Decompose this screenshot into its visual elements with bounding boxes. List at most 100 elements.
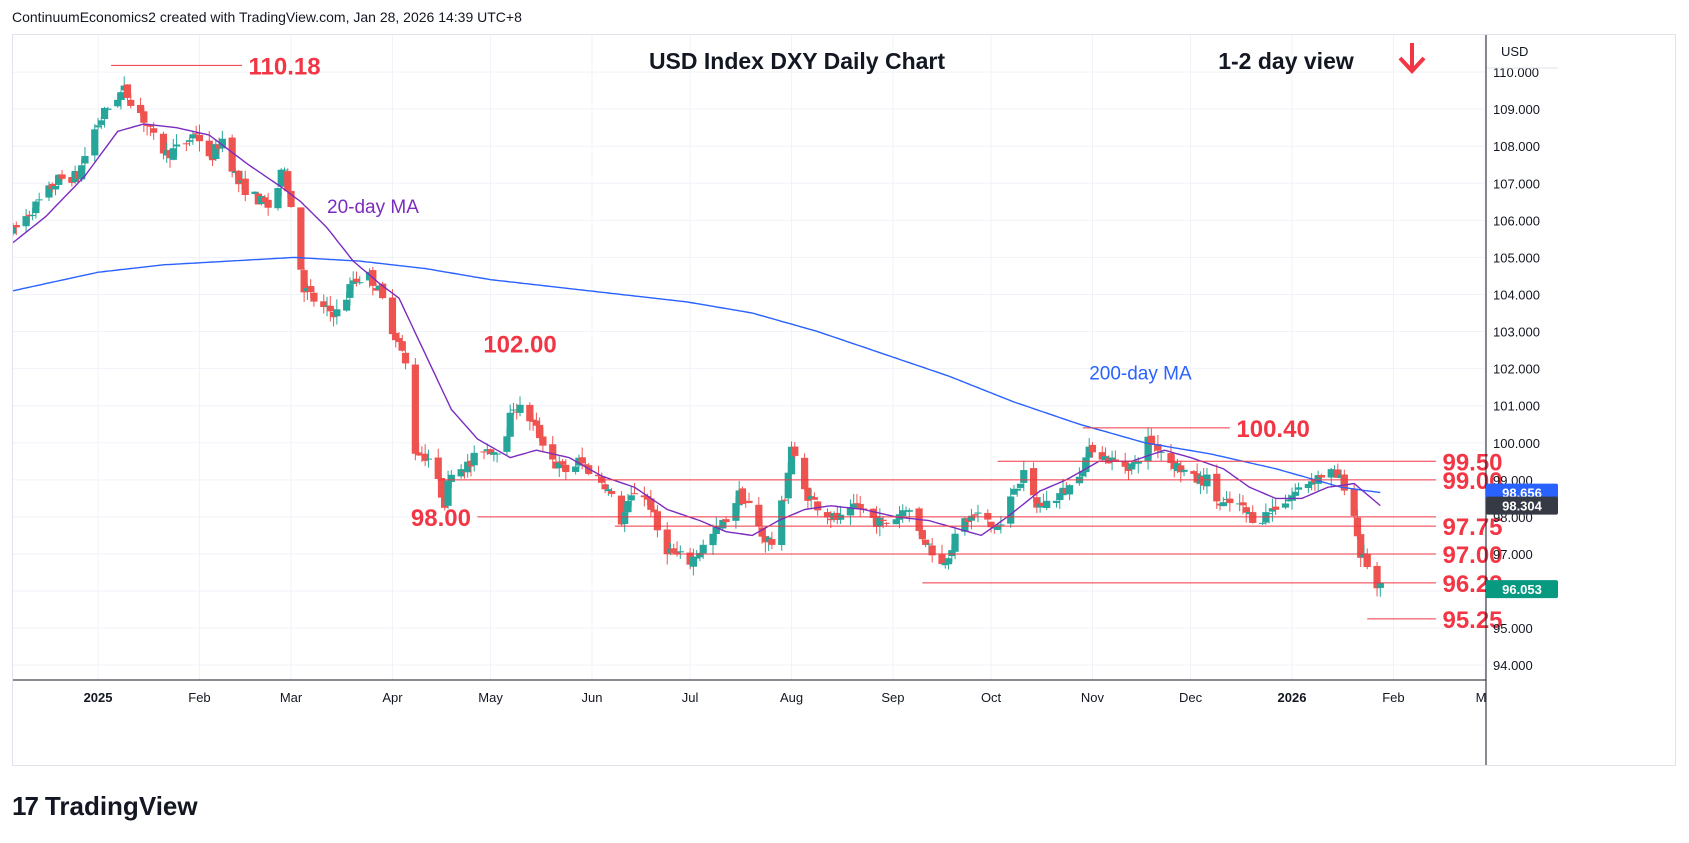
candle-body [1154,444,1162,451]
candle-body [13,226,17,234]
candle-body [343,299,351,311]
level-label: 98.00 [411,505,471,532]
candle-body [490,452,498,455]
candle-body [549,444,557,460]
y-tick-label: 110.000 [1493,65,1539,80]
candle-body [352,278,361,282]
candle-body [578,457,586,464]
candle-body [1239,502,1247,506]
candle-body [411,364,419,454]
candle-body [604,489,612,492]
candle-body [536,424,544,439]
candle-body [997,524,1005,526]
candle-body [326,305,334,312]
candle-body [768,539,776,545]
candle-body [58,174,66,179]
candle-body [1013,488,1021,491]
tradingview-logo[interactable]: 17 TradingView [12,788,198,824]
candle-body [653,511,662,531]
x-tick-label: Feb [1382,690,1404,705]
candle-body [755,504,763,527]
candle-body [169,148,177,160]
candle-body [94,125,102,128]
candle-body [784,472,792,499]
tradingview-mark-icon: 17 [12,790,39,821]
x-tick-label: M [1476,690,1487,705]
chart-titles: USD Index DXY Daily Chart 1-2 day view [649,43,1426,74]
candle-body [1363,553,1371,568]
candle-body [437,478,446,498]
candle-body [922,539,930,545]
candle-body [146,125,154,127]
candle-body [630,493,639,495]
candle-body [738,488,747,504]
candle-body [140,111,148,123]
candle-body [539,436,547,446]
candle-body [143,124,151,126]
candle-body [944,558,953,565]
candle-body [994,525,1002,530]
y-tick-label: 95.000 [1493,621,1533,636]
candle-body [899,510,907,517]
candle-body [218,138,226,149]
x-tick-label: May [478,690,503,705]
candle-body [287,190,295,208]
candle-body [280,169,289,171]
candle-body [1056,493,1064,501]
ma200-label: 200-day MA [1089,364,1192,385]
candle-body [415,452,423,456]
candle-body [172,144,181,147]
candle-body [1144,436,1152,461]
candle-body [1376,582,1384,588]
candle-body [647,498,655,510]
candle-body [470,452,478,466]
candle-body [424,458,433,460]
candle-body [984,512,992,520]
candle-body [1268,508,1276,512]
candle-body [787,446,796,475]
candle-body [856,503,864,510]
candle-body [879,519,887,522]
candle-body [961,518,969,532]
candle-body [948,550,956,557]
candle-body [486,449,495,455]
candle-body [801,457,809,490]
candle-body [928,545,936,556]
candle-body [1167,453,1175,464]
down-arrow-icon [1398,43,1426,74]
candle-body [251,191,259,194]
y-tick-label: 100.000 [1493,436,1540,451]
candle-body [212,144,220,159]
candle-body [1007,496,1015,524]
candle-body [987,521,995,528]
price-chart[interactable]: 20-day MA 200-day MA 110.18 102.00 100.40 99… [13,35,1675,765]
candle-body [159,133,168,154]
candle-body [892,519,900,525]
candle-body [493,453,501,455]
candle-body [781,499,789,501]
candle-body [205,140,213,157]
candle-body [1010,488,1018,495]
candle-body [392,333,400,341]
candle-body [1079,471,1087,477]
candle-body [650,509,658,513]
candle-body [1121,460,1129,467]
candle-body [78,165,86,180]
candle-body [457,469,465,477]
candle-body [1177,465,1185,473]
candle-body [1203,474,1211,487]
level-label: 95.25 [1442,607,1502,634]
candle-body [722,519,730,522]
candle-body [709,533,717,546]
candle-body [356,282,364,284]
candle-body [1249,512,1257,523]
candle-body [1190,471,1198,474]
level-label: 102.00 [483,332,556,359]
candle-body [395,338,403,343]
candle-body [1265,513,1273,515]
candle-body [1052,500,1061,504]
candle-body [104,108,112,110]
candle-body [274,188,282,209]
candle-body [114,99,122,107]
candle-body [421,453,429,461]
